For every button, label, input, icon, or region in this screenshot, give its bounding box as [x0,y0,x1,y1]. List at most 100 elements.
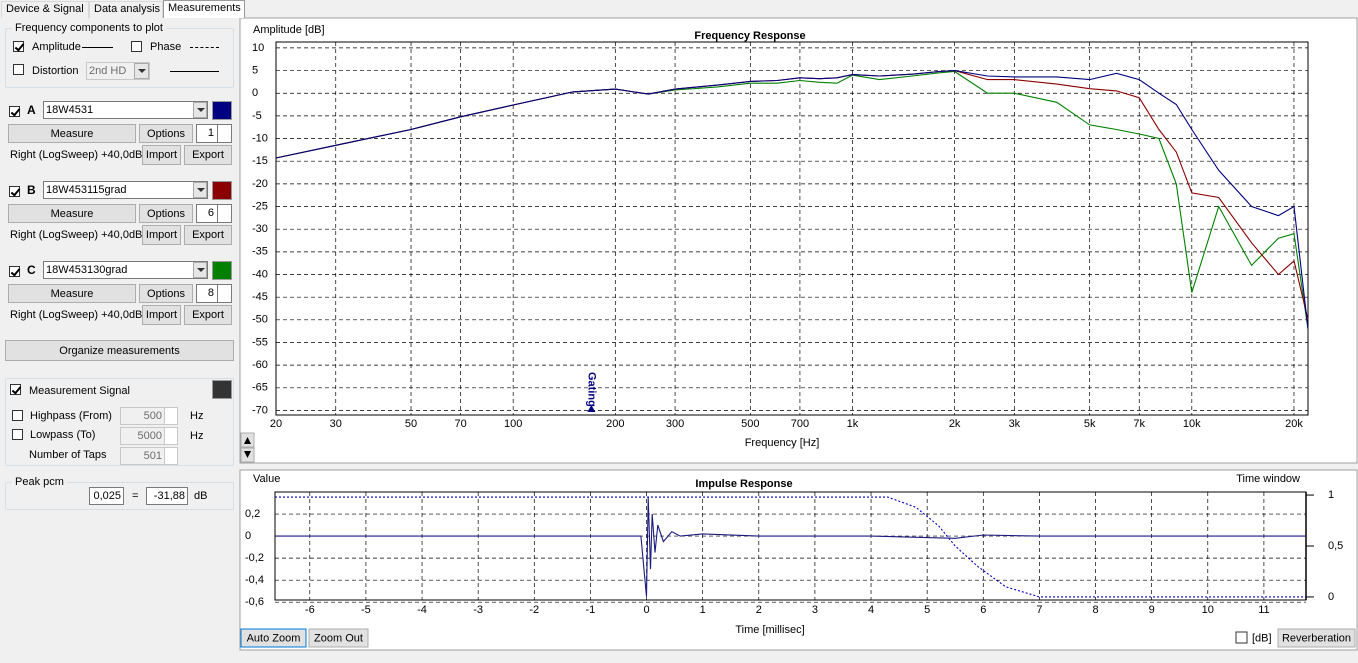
zoom-out-button[interactable] [308,628,369,648]
dashed-line-sample [190,47,219,48]
count-input[interactable]: 1 [196,124,218,143]
highpass-label: Highpass (From) [30,410,112,422]
x-tick-label: 3 [812,604,818,616]
x-axis-label: Time [millisec] [735,624,804,636]
measurement-info: Right (LogSweep) +40,0dB [10,149,143,161]
spinner[interactable] [164,427,178,445]
amplitude-label: Amplitude [32,41,81,53]
x-tick-label: 50 [405,418,417,430]
measurement-name[interactable]: 18W453130grad [43,261,208,279]
x-tick-label: 300 [666,418,684,430]
export-button[interactable]: Export [184,305,232,325]
auto-zoom-label: Auto Zoom [247,632,301,644]
count-input[interactable]: 6 [196,204,218,223]
x-tick-label: 7 [1036,604,1042,616]
y-tick-label: -60 [252,359,268,371]
measurement-letter: B [27,183,36,197]
side-panel: Device & Signal Data analysis Measuremen… [0,0,245,663]
db-checkbox[interactable] [1235,631,1248,644]
checkbox[interactable] [9,186,20,197]
unit: dB [194,490,208,502]
y-tick-label: -55 [252,336,268,348]
tab-active[interactable]: Measurements [163,0,245,18]
organize-button[interactable]: Organize measurements [5,340,234,361]
y-tick-label: -5 [252,110,262,122]
lowpass-label: Lowpass (To) [30,429,96,441]
y-axis-label: Amplitude [dB] [253,24,325,36]
measure-button[interactable]: Measure [8,284,136,303]
db-label: [dB] [1252,632,1272,644]
measurement-name[interactable]: 18W4531 [43,101,208,119]
options-button[interactable]: Options [139,204,193,223]
color-swatch[interactable] [212,181,232,200]
distortion-label: Distortion [32,65,79,77]
dropdown-button[interactable] [193,102,207,118]
checkbox[interactable] [12,429,23,440]
x-tick-label: 30 [330,418,342,430]
x-tick-label: 9 [1149,604,1155,616]
frequency-panel [239,17,1358,464]
spinner[interactable] [164,447,178,465]
color-swatch[interactable] [212,261,232,280]
options-button[interactable]: Options [139,284,193,303]
checkbox[interactable] [13,64,24,75]
checkbox[interactable] [9,266,20,277]
import-button[interactable]: Import [142,305,181,325]
taps-input[interactable]: 501 [120,447,165,465]
lowpass-input[interactable]: 5000 [120,427,165,445]
x-axis-label: Frequency [Hz] [745,437,820,449]
checkbox[interactable] [12,410,23,421]
chart-title: Impulse Response [695,478,792,490]
y-tick-label: -10 [252,132,268,144]
x-tick-label: -6 [305,604,315,616]
x-tick-label: -2 [529,604,539,616]
measure-button[interactable]: Measure [8,204,136,223]
series-line [275,70,1309,329]
y-tick-label: 0,2 [245,508,260,520]
spinner[interactable] [217,204,232,223]
reverberation-button[interactable] [1277,628,1356,648]
auto-zoom-button[interactable] [240,628,307,648]
annotation: Gating [585,372,597,407]
y-tick-label: -20 [252,178,268,190]
dropdown-button[interactable] [193,182,207,198]
x-tick-label: 2k [949,418,961,430]
tab[interactable]: Device & Signal [1,1,89,18]
count-input[interactable]: 8 [196,284,218,303]
measure-button[interactable]: Measure [8,124,136,143]
x-tick-label: 0 [643,604,649,616]
checkbox[interactable] [9,106,20,117]
measurement-name[interactable]: 18W453115grad [43,181,208,199]
unit: Hz [190,430,204,442]
x-tick-label: 7k [1133,418,1145,430]
y-tick-label: 0 [252,87,258,99]
x-tick-label: 8 [1092,604,1098,616]
spinner[interactable] [217,124,232,143]
x-tick-label: -1 [586,604,596,616]
dropdown-button[interactable] [134,63,149,79]
tab[interactable]: Data analysis [89,1,163,18]
x-tick-label: -4 [417,604,427,616]
unit: Hz [190,410,204,422]
import-button[interactable]: Import [142,145,181,165]
checkbox[interactable] [131,41,142,52]
solid-line-sample [82,47,113,48]
export-button[interactable]: Export [184,225,232,245]
color-swatch[interactable] [212,380,232,399]
checkbox[interactable] [10,384,21,395]
import-button[interactable]: Import [142,225,181,245]
color-swatch[interactable] [212,101,232,120]
dropdown-button[interactable] [193,262,207,278]
export-button[interactable]: Export [184,145,232,165]
arrow-up [244,437,251,444]
highpass-input[interactable]: 500 [120,407,165,425]
checkbox[interactable] [13,41,24,52]
arrow-down [244,451,251,458]
spinner[interactable] [164,407,178,425]
spinner[interactable] [217,284,232,303]
options-button[interactable]: Options [139,124,193,143]
y-tick-label: -35 [252,246,268,258]
x-tick-label: -5 [361,604,371,616]
taps-label: Number of Taps [29,449,107,461]
